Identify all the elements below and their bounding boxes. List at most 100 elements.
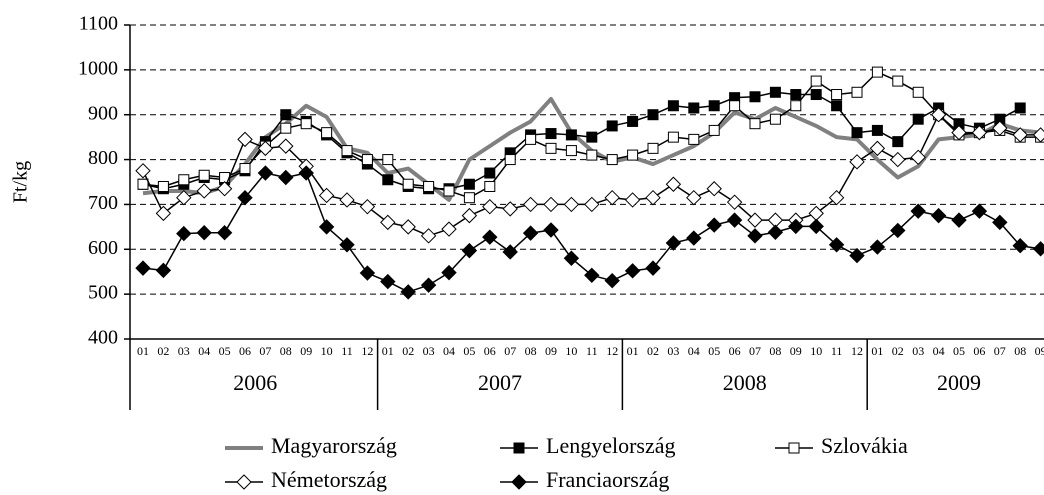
marker [461,242,478,259]
marker [543,196,559,213]
marker [951,124,967,141]
year-label: 2007 [478,370,522,395]
marker [216,224,233,241]
marker [484,167,496,179]
x-tick-label: 05 [708,344,720,358]
marker [930,107,947,123]
marker [810,75,822,87]
x-tick-label: 03 [912,344,924,358]
marker [849,247,865,264]
marker [423,180,435,192]
marker [851,86,863,98]
x-tick-label: 12 [851,344,863,358]
marker [1032,241,1044,257]
marker [869,140,886,157]
marker [359,265,376,281]
marker [155,205,172,222]
marker [339,237,355,253]
x-tick-label: 04 [933,344,945,358]
marker [339,192,355,208]
year-label: 2008 [723,370,767,395]
x-tick-label: 08 [525,344,537,358]
x-tick-label: 10 [565,344,577,358]
marker [890,222,906,239]
y-tick-label: 1100 [79,13,118,35]
marker [196,183,212,199]
marker [747,212,763,228]
x-tick-label: 09 [300,344,312,358]
year-label: 2006 [233,370,277,395]
marker [892,75,904,87]
marker [788,218,804,235]
marker [135,260,151,276]
marker [810,89,822,101]
marker [584,267,600,284]
marker [400,284,416,300]
marker [788,442,800,454]
x-tick-label: 06 [973,344,985,358]
x-tick-label: 10 [810,344,822,358]
series-line [142,97,1041,202]
marker [359,198,376,215]
x-tick-label: 09 [790,344,802,358]
marker [135,163,151,179]
marker [808,205,824,222]
marker [871,124,883,136]
marker [565,129,577,141]
marker [178,174,190,186]
legend-label: Németország [271,467,387,492]
marker [665,235,682,251]
marker [667,131,679,143]
marker [155,262,172,279]
x-tick-label: 03 [423,344,435,358]
legend-item: Magyarország [225,433,397,458]
marker [831,89,843,101]
x-tick-label: 09 [1035,344,1044,358]
marker [828,237,845,253]
marker [604,272,620,289]
marker [849,154,865,170]
marker [910,149,926,166]
marker [871,66,883,78]
marker [1012,237,1028,254]
marker [665,176,682,192]
marker [484,180,496,192]
y-tick-label: 900 [88,102,118,124]
x-tick-label: 02 [157,344,169,358]
marker [565,145,577,157]
series [135,165,1044,300]
marker [257,165,274,181]
x-tick-label: 02 [402,344,414,358]
marker [511,474,527,490]
marker [236,474,252,490]
legend-item: Lengyelország [500,433,676,458]
x-tick-label: 07 [994,344,1006,358]
x-tick-label: 01 [871,344,883,358]
y-tick-label: 1000 [78,57,118,79]
marker [257,140,274,157]
marker [828,189,845,206]
x-tick-label: 04 [443,344,455,358]
marker [318,187,335,204]
marker [606,120,618,132]
marker [749,118,761,130]
y-tick-label: 800 [88,147,118,169]
x-tick-label: 09 [545,344,557,358]
x-tick-label: 01 [627,344,639,358]
x-tick-label: 08 [280,344,292,358]
marker [502,201,518,217]
marker [688,133,700,145]
marker [912,113,924,125]
marker [912,86,924,98]
marker [645,189,661,206]
legend-label: Franciaország [546,467,669,492]
marker [992,120,1008,136]
y-tick-label: 700 [88,192,118,214]
y-axis-label: Ft/kg [10,161,32,203]
marker [586,149,598,161]
x-tick-label: 03 [667,344,679,358]
legend-label: Lengyelország [546,433,676,458]
x-tick-label: 06 [484,344,496,358]
marker [726,212,743,228]
marker [298,165,314,181]
